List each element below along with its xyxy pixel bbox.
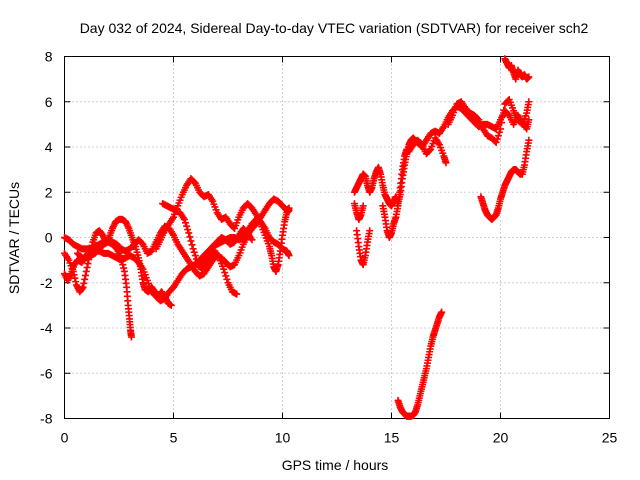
data-point-marker — [442, 159, 450, 167]
data-point-marker — [82, 267, 90, 275]
data-series — [152, 175, 293, 275]
data-point-marker — [184, 226, 192, 234]
data-point-marker — [189, 245, 197, 253]
data-point-marker — [498, 119, 506, 127]
data-point-marker — [359, 202, 367, 210]
data-point-marker — [191, 252, 199, 260]
data-series — [350, 200, 367, 223]
data-point-marker — [188, 241, 196, 249]
data-point-marker — [500, 106, 508, 114]
y-axis-label: SDTVAR / TECUs — [6, 182, 22, 294]
data-point-marker — [497, 125, 504, 133]
x-tick-label: 10 — [275, 430, 291, 446]
data-series — [379, 134, 450, 241]
y-tick-label: -6 — [40, 365, 53, 381]
data-point-marker — [525, 136, 533, 144]
data-point-marker — [495, 128, 503, 136]
data-series — [353, 227, 374, 269]
data-point-marker — [248, 236, 256, 244]
data-point-marker — [438, 308, 446, 316]
data-point-marker — [499, 112, 507, 120]
data-series — [191, 224, 256, 271]
y-tick-label: -8 — [40, 411, 53, 427]
x-axis-label: GPS time / hours — [282, 457, 389, 473]
data-point-marker — [72, 278, 80, 286]
chart-title: Day 032 of 2024, Sidereal Day-to-day VTE… — [80, 20, 589, 36]
data-point-marker — [167, 301, 175, 309]
data-point-marker — [494, 132, 502, 140]
y-tick-label: -2 — [40, 275, 53, 291]
data-point-marker — [180, 215, 188, 223]
axis-ticks — [64, 56, 610, 419]
y-tick-label: 6 — [45, 94, 53, 110]
data-point-marker — [83, 263, 91, 271]
data-point-marker — [79, 283, 87, 291]
data-point-marker — [525, 116, 533, 124]
data-series — [61, 215, 293, 305]
data-point-marker — [525, 98, 533, 106]
y-tick-label: -4 — [40, 320, 53, 336]
data-point-marker — [186, 233, 194, 241]
y-tick-label: 8 — [45, 49, 53, 65]
x-tick-label: 20 — [493, 430, 509, 446]
data-point-marker — [221, 269, 229, 277]
data-point-marker — [223, 275, 231, 283]
data-point-marker — [185, 229, 193, 237]
data-point-marker — [220, 265, 228, 273]
data-point-marker — [285, 206, 293, 214]
data-series — [444, 95, 533, 146]
data-point-marker — [120, 264, 128, 272]
x-tick-labels: 0 5 10 15 20 25 — [61, 430, 618, 446]
data-point-marker — [492, 138, 500, 146]
y-tick-labels: -8 -6 -4 -2 0 2 4 6 8 — [40, 49, 53, 427]
data-point-marker — [233, 290, 241, 298]
data-point-marker — [69, 267, 77, 275]
data-series — [394, 308, 446, 420]
data-point-marker — [525, 73, 533, 81]
data-point-marker — [81, 275, 89, 283]
x-tick-label: 15 — [384, 430, 400, 446]
data-point-marker — [190, 248, 198, 256]
data-point-marker — [285, 252, 293, 260]
data-point-marker — [80, 279, 88, 287]
data-series — [477, 136, 533, 223]
y-tick-label: 0 — [45, 230, 53, 246]
data-point-marker — [366, 227, 374, 235]
data-markers — [61, 55, 533, 420]
data-point-marker — [70, 271, 78, 279]
x-tick-label: 25 — [602, 430, 618, 446]
data-point-marker — [127, 333, 135, 341]
data-point-marker — [78, 284, 86, 292]
data-point-marker — [222, 272, 230, 280]
data-series — [501, 55, 533, 83]
data-point-marker — [81, 271, 89, 279]
data-point-marker — [493, 135, 501, 143]
data-point-marker — [84, 260, 92, 268]
data-point-marker — [181, 219, 189, 227]
x-tick-label: 0 — [61, 430, 69, 446]
y-tick-label: 2 — [45, 184, 53, 200]
data-point-marker — [71, 274, 79, 282]
data-point-marker — [183, 222, 191, 230]
x-tick-label: 5 — [170, 430, 178, 446]
data-point-marker — [187, 237, 195, 245]
data-point-marker — [426, 146, 434, 154]
y-tick-label: 4 — [45, 139, 53, 155]
